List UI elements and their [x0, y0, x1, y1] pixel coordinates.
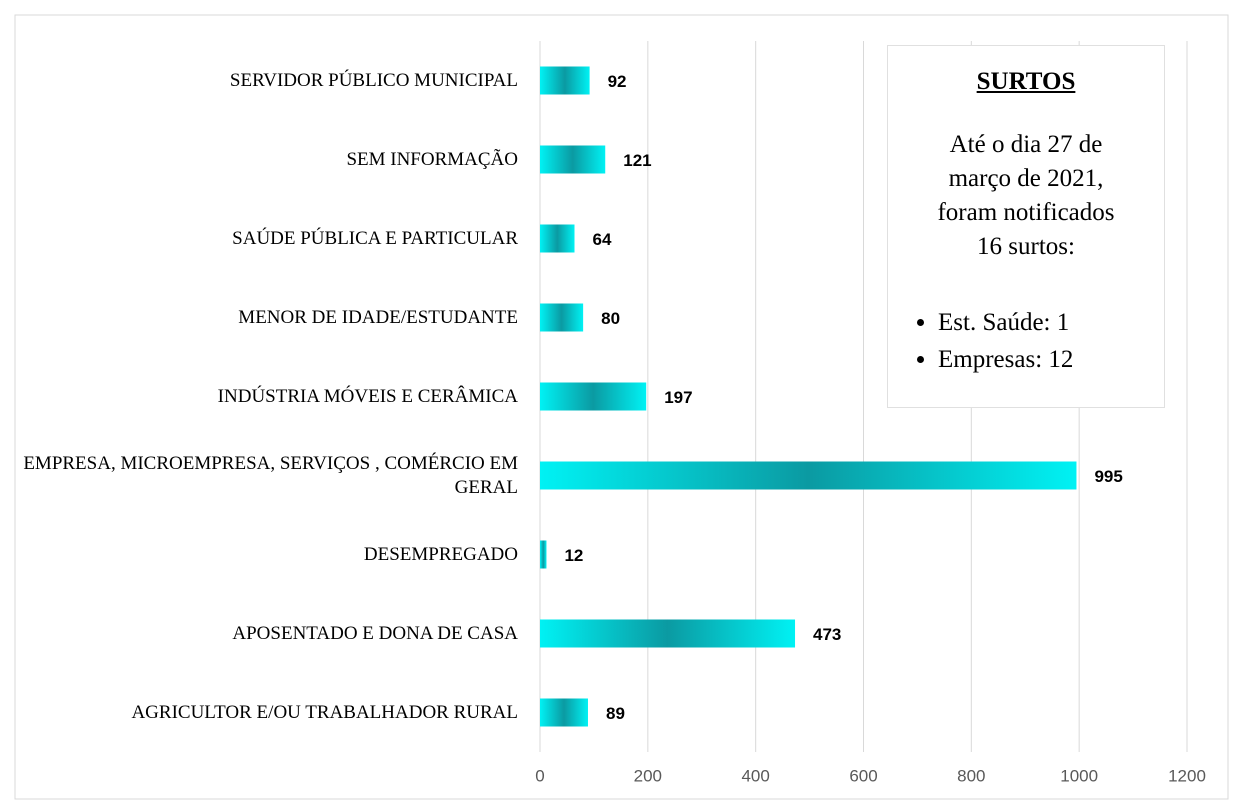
y-tick-label: SEM INFORMAÇÃO: [346, 148, 518, 170]
y-tick-label: INDÚSTRIA MÓVEIS E CERÂMICA: [217, 385, 518, 407]
value-label: 12: [564, 546, 583, 565]
bar: [540, 540, 547, 569]
value-label: 197: [664, 388, 692, 407]
annotation-line: Até o dia 27 de: [949, 131, 1103, 158]
value-label: 64: [593, 230, 612, 249]
x-tick-label: 600: [849, 766, 877, 785]
annotation-bullet: Empresas: 12: [938, 341, 1164, 378]
chart-border: [14, 14, 1229, 800]
annotation-lines: Até o dia 27 de março de 2021, foram notif…: [888, 128, 1164, 264]
value-label: 92: [608, 72, 627, 91]
x-tick-label: 1200: [1168, 766, 1206, 785]
y-tick-label: SAÚDE PÚBLICA E PARTICULAR: [232, 227, 518, 249]
annotation-line: março de 2021,: [948, 165, 1104, 192]
value-label: 995: [1094, 467, 1122, 486]
value-label: 80: [601, 309, 620, 328]
bar: [540, 619, 796, 648]
x-tick-label: 400: [741, 766, 769, 785]
y-tick-label: MENOR DE IDADE/ESTUDANTE: [238, 306, 518, 328]
x-tick-label: 0: [535, 766, 544, 785]
y-tick-label: EMPRESA, MICROEMPRESA, SERVIÇOS , COMÉRC…: [23, 452, 518, 498]
bar: [540, 145, 606, 174]
bar: [540, 224, 575, 253]
annotation-title: SURTOS: [976, 68, 1076, 95]
annotation-line: 16 surtos:: [977, 233, 1075, 260]
y-tick-label: AGRICULTOR E/OU TRABALHADOR RURAL: [131, 701, 518, 723]
y-tick-label: SERVIDOR PÚBLICO MUNICIPAL: [229, 69, 518, 91]
value-label: 121: [623, 151, 651, 170]
value-label: 473: [813, 625, 841, 644]
annotation-bullets: Est. Saúde: 1Empresas: 12: [888, 304, 1164, 378]
y-tick-label: APOSENTADO E DONA DE CASA: [232, 622, 518, 644]
annotation-box: SURTOS Até o dia 27 de março de 2021, fora…: [887, 45, 1165, 408]
bar: [540, 303, 584, 332]
value-label: 89: [606, 704, 625, 723]
bar: [540, 66, 590, 95]
x-tick-label: 800: [957, 766, 985, 785]
bar: [540, 698, 588, 727]
x-tick-label: 1000: [1060, 766, 1098, 785]
bar: [540, 461, 1077, 490]
x-tick-label: 200: [634, 766, 662, 785]
y-tick-label: DESEMPREGADO: [363, 543, 518, 565]
annotation-line: foram notificados: [937, 199, 1115, 226]
annotation-bullet: Est. Saúde: 1: [938, 304, 1164, 341]
bar: [540, 382, 647, 411]
